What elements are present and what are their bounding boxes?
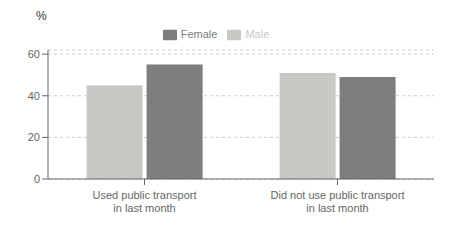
html-text:Female: Female bbox=[180, 28, 218, 40]
svg-text:Used public transportin last m: Used public transportin last month bbox=[93, 189, 197, 214]
svg-text:0: 0 bbox=[34, 173, 40, 185]
html-text:Male: Male bbox=[245, 28, 270, 40]
svg-text:20: 20 bbox=[28, 131, 40, 143]
svg-text:Did not use public transportin: Did not use public transportin last mont… bbox=[271, 189, 405, 214]
svg-text:60: 60 bbox=[28, 48, 40, 60]
svg-text:40: 40 bbox=[28, 90, 40, 102]
